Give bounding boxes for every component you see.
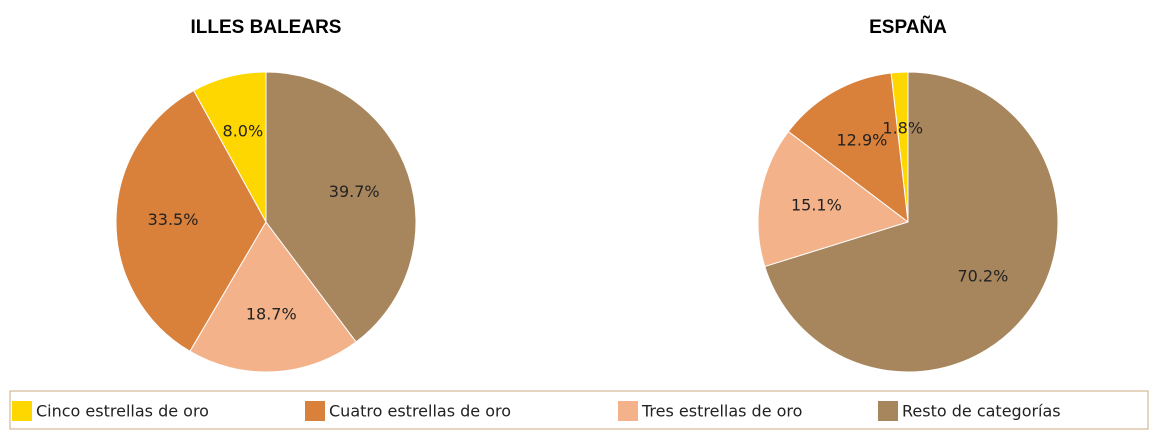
pie-slice [189, 221, 357, 373]
legend-box [9, 390, 1149, 430]
pie-slice [764, 71, 1059, 373]
data-label: 15.1% [791, 196, 842, 215]
data-label: 33.5% [148, 210, 199, 229]
chart-title: ESPAÑA [869, 16, 947, 38]
data-label: 39.7% [329, 182, 380, 201]
data-label: 8.0% [223, 121, 264, 140]
legend-label: Tres estrellas de oro [641, 402, 802, 421]
legend-label: Cuatro estrellas de oro [329, 402, 511, 421]
legend-swatch [12, 401, 32, 421]
pie-slice [757, 130, 910, 268]
legend-label: Resto de categorías [902, 402, 1061, 421]
pie-slice [787, 72, 909, 224]
legend-swatch [305, 401, 325, 421]
legend-swatch [878, 401, 898, 421]
data-label: 12.9% [837, 131, 888, 150]
data-label: 18.7% [246, 304, 297, 323]
pie-slice [115, 89, 267, 352]
pie-slice [265, 71, 417, 343]
chart-title: ILLES BALEARS [191, 17, 342, 38]
data-label: 70.2% [957, 267, 1008, 286]
legend-swatch [618, 401, 638, 421]
legend-label: Cinco estrellas de oro [36, 402, 209, 421]
data-label: 1.8% [882, 119, 923, 138]
